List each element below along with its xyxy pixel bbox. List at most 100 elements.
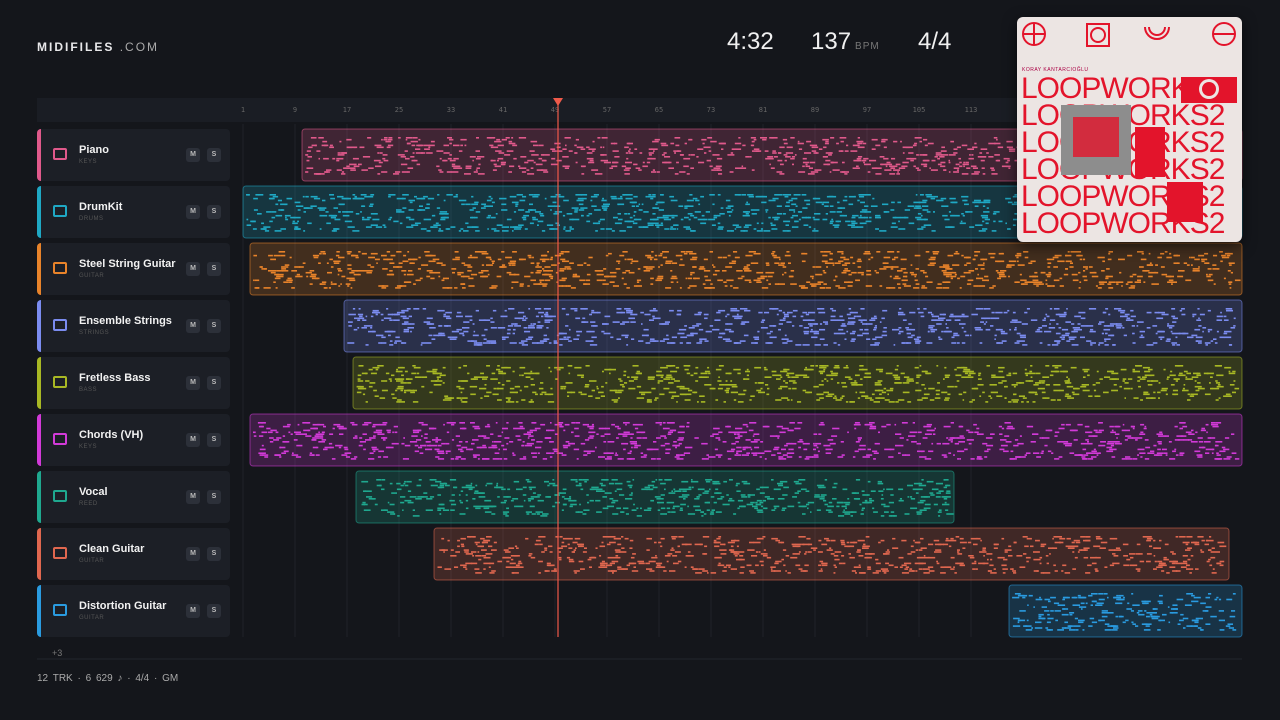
note [357,319,361,321]
note [848,273,852,276]
note [521,171,527,173]
note [1225,393,1231,396]
note [1034,393,1038,396]
note [1170,384,1175,386]
note [1185,376,1188,378]
note [1198,342,1202,344]
note [538,157,543,160]
note [402,458,409,460]
note [1194,380,1197,382]
note [778,309,782,312]
note [917,213,922,215]
note [902,275,907,278]
note [716,311,721,314]
note [756,271,764,274]
note [785,374,790,377]
note [903,376,910,378]
note [652,315,655,318]
note [759,456,762,458]
note [904,454,911,456]
note [442,287,449,289]
note [670,228,674,230]
note [708,150,712,152]
note [1170,370,1173,373]
note [431,226,438,228]
note [717,169,722,171]
note [412,137,418,139]
note [801,252,805,255]
note [402,260,409,263]
note [886,287,891,289]
note [280,228,286,230]
note [967,148,974,150]
note [1229,384,1235,386]
note [562,444,571,447]
note [869,159,877,162]
note [473,344,479,346]
note [885,163,893,166]
note [1167,325,1175,327]
note [423,195,428,198]
note [410,156,415,158]
note [700,222,707,225]
note [941,454,947,456]
note [983,308,991,310]
note [626,157,629,160]
note [669,195,674,198]
note [609,271,617,274]
note [655,397,659,399]
note [409,201,413,204]
note [897,171,899,173]
note [471,203,478,206]
note [786,442,793,445]
note [321,281,327,283]
note [581,308,588,310]
note [458,150,463,152]
note [772,374,780,377]
note [688,154,691,156]
note [978,201,986,204]
note [403,323,407,325]
note [642,165,648,168]
note [388,218,391,221]
note [502,427,507,430]
note [742,214,750,217]
note [509,195,517,198]
note [594,209,601,211]
note [753,336,759,339]
note [1185,378,1193,380]
note [652,213,656,215]
note [397,399,402,401]
note [704,152,707,154]
note [283,441,289,443]
note [446,317,452,320]
note [915,194,918,196]
note [598,137,601,139]
note [1030,281,1037,283]
note [905,327,908,329]
note [974,205,979,207]
note [567,395,570,397]
note [1083,266,1089,268]
note [648,148,653,150]
note [403,437,405,439]
note [569,226,572,228]
note [1097,256,1105,259]
note [450,171,459,173]
note [864,211,872,213]
note [776,205,782,207]
note [375,368,379,371]
note [713,214,716,217]
note [1128,387,1131,390]
note [365,315,368,318]
note [1013,385,1016,388]
note [1058,313,1066,316]
note [1086,325,1094,327]
note [688,138,692,141]
note [994,142,1001,145]
note [813,454,819,456]
note [899,308,902,310]
note [927,330,930,333]
note [616,311,623,314]
note [1006,140,1013,143]
